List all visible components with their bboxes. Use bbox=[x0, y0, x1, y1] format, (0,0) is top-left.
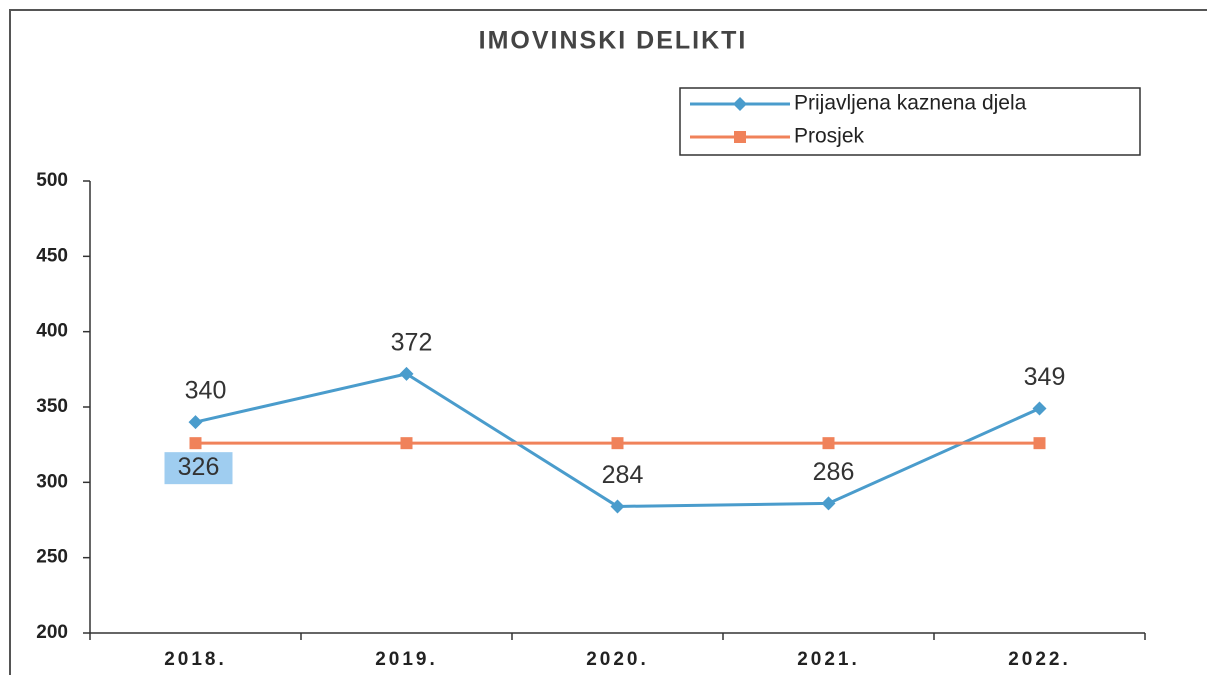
y-tick-label: 350 bbox=[36, 396, 68, 417]
point bbox=[610, 499, 625, 514]
legend-marker bbox=[733, 97, 747, 111]
point bbox=[1033, 437, 1046, 450]
point bbox=[821, 496, 836, 511]
chart-frame bbox=[9, 9, 1207, 675]
data-label: 340 bbox=[185, 377, 227, 405]
legend-label: Prijavljena kaznena djela bbox=[794, 92, 1027, 115]
data-label-highlight bbox=[164, 452, 233, 485]
legend-label: Prosjek bbox=[794, 125, 865, 148]
legend-marker bbox=[734, 131, 746, 143]
y-tick-label: 450 bbox=[36, 245, 68, 266]
data-label: 284 bbox=[602, 461, 644, 489]
data-label: 349 bbox=[1024, 363, 1066, 391]
x-tick-label: 2020. bbox=[586, 649, 649, 670]
x-tick-label: 2018. bbox=[164, 649, 227, 670]
x-tick-label: 2021. bbox=[797, 649, 860, 670]
point bbox=[1032, 401, 1047, 416]
y-tick-label: 200 bbox=[36, 622, 68, 643]
y-tick-label: 400 bbox=[36, 321, 68, 342]
point bbox=[822, 437, 835, 450]
y-tick-label: 250 bbox=[36, 547, 68, 568]
point bbox=[188, 415, 203, 430]
data-label: 372 bbox=[391, 328, 433, 356]
data-label: 286 bbox=[813, 458, 855, 486]
point bbox=[189, 437, 202, 450]
chart-title: IMOVINSKI DELIKTI bbox=[479, 27, 748, 55]
x-tick-label: 2019. bbox=[375, 649, 438, 670]
data-label: 326 bbox=[178, 453, 220, 481]
x-tick-label: 2022. bbox=[1008, 649, 1071, 670]
point bbox=[399, 366, 414, 381]
y-tick-label: 500 bbox=[36, 170, 68, 191]
legend bbox=[679, 87, 1141, 156]
point bbox=[400, 437, 413, 450]
point bbox=[611, 437, 624, 450]
y-tick-label: 300 bbox=[36, 471, 68, 492]
